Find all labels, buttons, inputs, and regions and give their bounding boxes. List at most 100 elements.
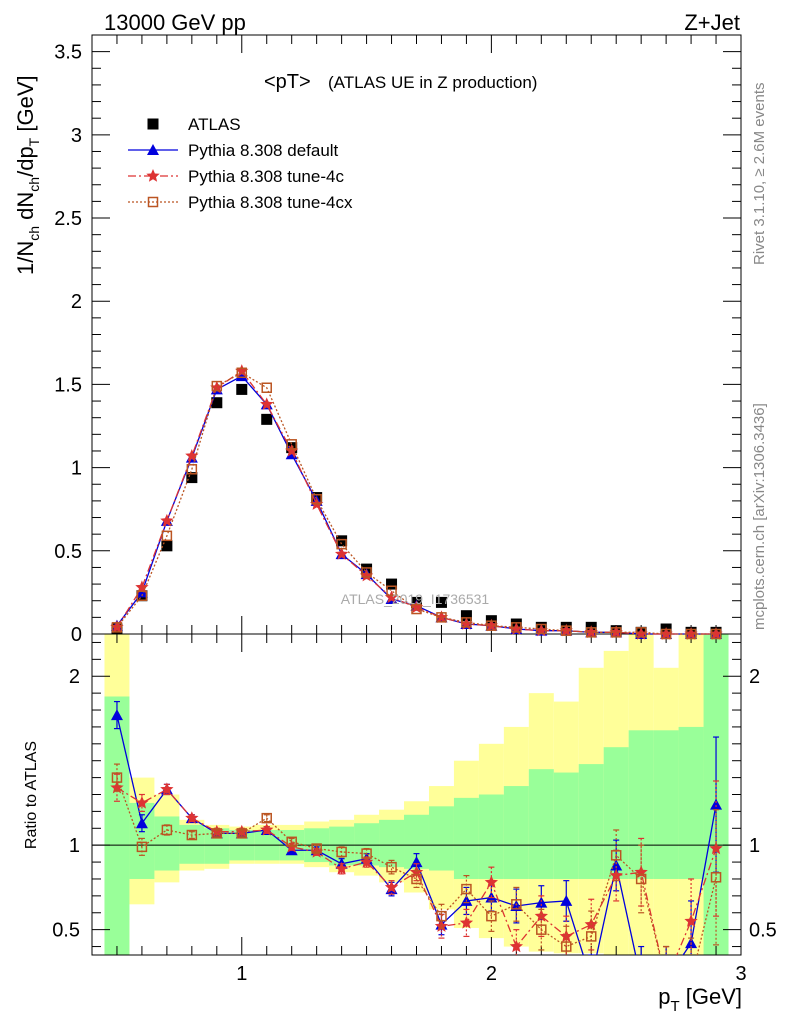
- main-data-point: [436, 612, 447, 623]
- main-data-point: [434, 610, 449, 623]
- legend-marker: [146, 169, 160, 182]
- main-data-point: [585, 627, 597, 638]
- stat-green-band-bin: [503, 786, 529, 879]
- stat-green-band-bin: [653, 730, 679, 879]
- ratio-data-point: [684, 914, 698, 927]
- main-data-point: [111, 622, 123, 633]
- main-data-point: [386, 585, 397, 596]
- ratio-data-point: [536, 924, 547, 935]
- ratio-y-tick-label-left: 0.5: [52, 920, 80, 942]
- main-data-point: [684, 627, 698, 640]
- ratio-series-2: [111, 763, 722, 955]
- main-panel-series: [110, 364, 723, 640]
- ratio-y-axis-label: Ratio to ATLAS: [23, 741, 40, 849]
- main-y-tick-label: 3: [71, 125, 82, 147]
- main-data-point: [286, 439, 297, 450]
- mcplots-source-label: mcplots.cern.ch [arXiv:1306.3436]: [751, 403, 768, 630]
- ratio-data-point: [160, 782, 174, 796]
- main-data-point: [559, 623, 573, 637]
- main-series-3: [111, 367, 722, 640]
- stat-green-band-bin: [453, 797, 479, 879]
- ratio-data-point: [261, 812, 272, 824]
- main-y-tick-label: 1: [71, 458, 82, 480]
- ratio-panel-series: [110, 700, 723, 985]
- main-y-tick-label: 1.5: [54, 374, 82, 396]
- x-axis-label: pT [GeV]: [658, 984, 742, 1015]
- ratio-y-tick-label-left: 2: [69, 666, 80, 688]
- main-data-point: [561, 625, 572, 636]
- main-data-point: [584, 625, 598, 638]
- main-data-point: [135, 580, 149, 594]
- ratio-data-point: [185, 811, 199, 824]
- stat-green-band-bin: [628, 730, 654, 879]
- main-data-point: [536, 623, 547, 635]
- ratio-y-tick-label-right: 2: [749, 666, 760, 688]
- ratio-y-tick-label-right: 0.5: [749, 920, 777, 942]
- main-data-point: [261, 382, 272, 393]
- analysis-watermark: ATLAS_2019_I1736531: [341, 591, 490, 607]
- collision-label: 13000 GeV pp: [104, 10, 246, 35]
- ratio-data-point: [509, 939, 523, 953]
- ratio-data-point: [384, 880, 399, 894]
- ratio-data-point: [635, 974, 647, 985]
- main-data-point: [235, 370, 248, 382]
- ratio-y-tick-label-right: 1: [749, 835, 760, 857]
- stat-green-band-bin: [528, 769, 554, 879]
- ratio-data-point: [111, 772, 123, 783]
- main-data-point: [486, 620, 497, 631]
- legend-label: Pythia 8.308 default: [188, 141, 339, 160]
- ratio-data-point: [535, 896, 548, 908]
- main-data-point: [186, 472, 198, 484]
- main-data-point: [411, 603, 422, 615]
- ratio-data-point: [211, 828, 223, 839]
- ratio-data-point: [534, 909, 548, 922]
- ratio-data-point: [161, 824, 173, 836]
- ratio-data-point: [710, 798, 723, 810]
- legend-item: ATLAS: [147, 115, 241, 134]
- stat-green-band-bin: [578, 764, 604, 879]
- main-y-axis-label: 1/Nch dNch/dpT [GeV]: [13, 75, 42, 275]
- stat-green-band-bin: [428, 806, 454, 871]
- legend-label: ATLAS: [188, 115, 241, 134]
- main-data-point: [409, 600, 424, 613]
- main-y-tick-label: 3.5: [54, 42, 82, 64]
- tick-labels: 0 0.5 1 1.5 2 2.5 3 3.5 0.5 0.5 1 1 2 2 1 2 3: [52, 42, 777, 985]
- ratio-data-point: [386, 861, 397, 873]
- stat-green-band-bin: [379, 819, 405, 868]
- ratio-data-point: [110, 780, 124, 794]
- main-y-tick-label: 2: [71, 291, 82, 313]
- main-data-point: [161, 530, 173, 542]
- ratio-y-tick-label-left: 1: [69, 835, 80, 857]
- ratio-data-point: [709, 841, 723, 855]
- main-data-point: [211, 397, 223, 409]
- legend-marker: [147, 144, 159, 155]
- legend-item: Pythia 8.308 tune-4c: [128, 167, 344, 186]
- main-data-point: [484, 618, 498, 632]
- stat-green-band-bin: [553, 772, 579, 879]
- ratio-data-point: [260, 823, 274, 836]
- main-data-point: [235, 364, 249, 377]
- main-data-point: [335, 547, 349, 560]
- chart-title-main: <pT>: [264, 71, 311, 93]
- main-data-point: [511, 622, 522, 633]
- main-data-point: [236, 383, 248, 395]
- ratio-data-point: [361, 848, 372, 859]
- legend-label: Pythia 8.308 tune-4cx: [188, 193, 353, 212]
- ratio-data-point: [710, 872, 722, 883]
- main-series-line: [116, 372, 717, 635]
- ratio-data-point: [486, 910, 497, 922]
- main-data-point: [660, 628, 672, 640]
- ratio-data-point: [436, 910, 447, 922]
- ratio-data-point: [286, 836, 297, 848]
- x-tick-label: 2: [486, 963, 497, 985]
- main-data-point: [185, 449, 199, 462]
- main-data-point: [160, 513, 174, 527]
- main-data-point: [336, 535, 348, 547]
- ratio-data-point: [135, 795, 149, 809]
- ratio-data-point: [310, 844, 324, 858]
- ratio-data-point: [585, 974, 597, 985]
- ratio-data-point: [236, 828, 248, 839]
- main-data-point: [359, 568, 374, 582]
- main-data-point: [161, 540, 173, 552]
